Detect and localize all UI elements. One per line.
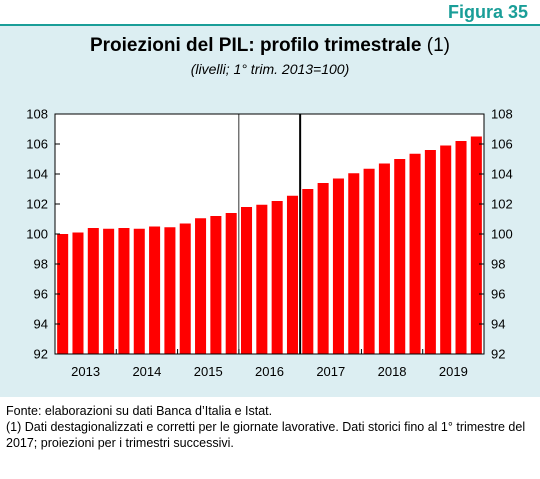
bar-q2 <box>72 232 84 354</box>
bar-q4 <box>103 228 115 354</box>
chart-title-note: (1) <box>426 35 450 56</box>
y-tick-label-right: 94 <box>491 317 505 332</box>
bar-q24 <box>409 153 421 354</box>
bar-q15 <box>271 201 283 354</box>
bar-q26 <box>440 145 452 354</box>
y-tick-label-right: 92 <box>491 347 505 362</box>
y-tick-label-right: 108 <box>491 107 513 122</box>
x-tick-label: 2013 <box>71 364 100 379</box>
bar-q14 <box>256 204 268 354</box>
bar-q21 <box>363 168 375 354</box>
bar-q18 <box>317 183 329 354</box>
bar-q8 <box>164 227 176 354</box>
y-tick-label-right: 106 <box>491 137 513 152</box>
bar-q12 <box>225 213 237 354</box>
bar-q1 <box>57 234 69 354</box>
bar-q16 <box>286 195 298 354</box>
x-tick-label: 2017 <box>316 364 345 379</box>
bar-q10 <box>195 218 207 354</box>
x-tick-label: 2015 <box>194 364 223 379</box>
bar-q25 <box>424 150 436 354</box>
bar-q5 <box>118 228 130 354</box>
figure-label: Figura 35 <box>447 2 528 22</box>
bar-q7 <box>149 226 161 354</box>
bar-q23 <box>394 159 406 354</box>
bar-q13 <box>241 207 253 354</box>
gdp-bar-chart: 92 92 94 94 96 96 98 98 100 100 102 102 104 104 106 106… <box>26 107 513 380</box>
x-tick-label: 2019 <box>439 364 468 379</box>
x-tick-label: 2014 <box>132 364 161 379</box>
y-tick-label-right: 98 <box>491 257 505 272</box>
bar-q11 <box>210 216 222 354</box>
x-tick-label: 2018 <box>378 364 407 379</box>
y-tick-label-right: 96 <box>491 287 505 302</box>
y-tick-label-left: 98 <box>34 257 48 272</box>
bar-q20 <box>348 173 360 354</box>
bar-q27 <box>455 141 467 354</box>
bar-q6 <box>133 228 145 354</box>
y-tick-label-left: 92 <box>34 347 48 362</box>
chart-subtitle: (livelli; 1° trim. 2013=100) <box>190 61 350 77</box>
chart-title: Proiezioni del PIL: profilo trimestrale … <box>0 35 540 57</box>
y-tick-label-left: 102 <box>26 197 48 212</box>
notes: Fonte: elaborazioni su dati Banca d’Ital… <box>6 403 531 451</box>
y-tick-label-right: 102 <box>491 197 513 212</box>
footnote: (1) Dati destagionalizzati e corretti pe… <box>6 420 526 450</box>
y-tick-label-left: 106 <box>26 137 48 152</box>
bar-q9 <box>179 223 191 354</box>
chart-title-text: Proiezioni del PIL: profilo trimestrale <box>89 35 422 56</box>
y-tick-label-right: 100 <box>491 227 513 242</box>
bar-q28 <box>470 136 482 354</box>
bar-q3 <box>87 228 99 354</box>
y-tick-label-left: 108 <box>26 107 48 122</box>
y-tick-label-left: 104 <box>26 167 48 182</box>
source-note: Fonte: elaborazioni su dati Banca d’Ital… <box>6 404 273 418</box>
bar-q19 <box>332 178 344 354</box>
x-tick-label: 2016 <box>255 364 284 379</box>
y-tick-label-right: 104 <box>491 167 513 182</box>
top-rule <box>0 24 540 26</box>
y-tick-label-left: 94 <box>34 317 48 332</box>
y-tick-label-left: 96 <box>34 287 48 302</box>
bar-q17 <box>302 189 314 354</box>
y-tick-label-left: 100 <box>26 227 48 242</box>
bar-q22 <box>378 163 390 354</box>
